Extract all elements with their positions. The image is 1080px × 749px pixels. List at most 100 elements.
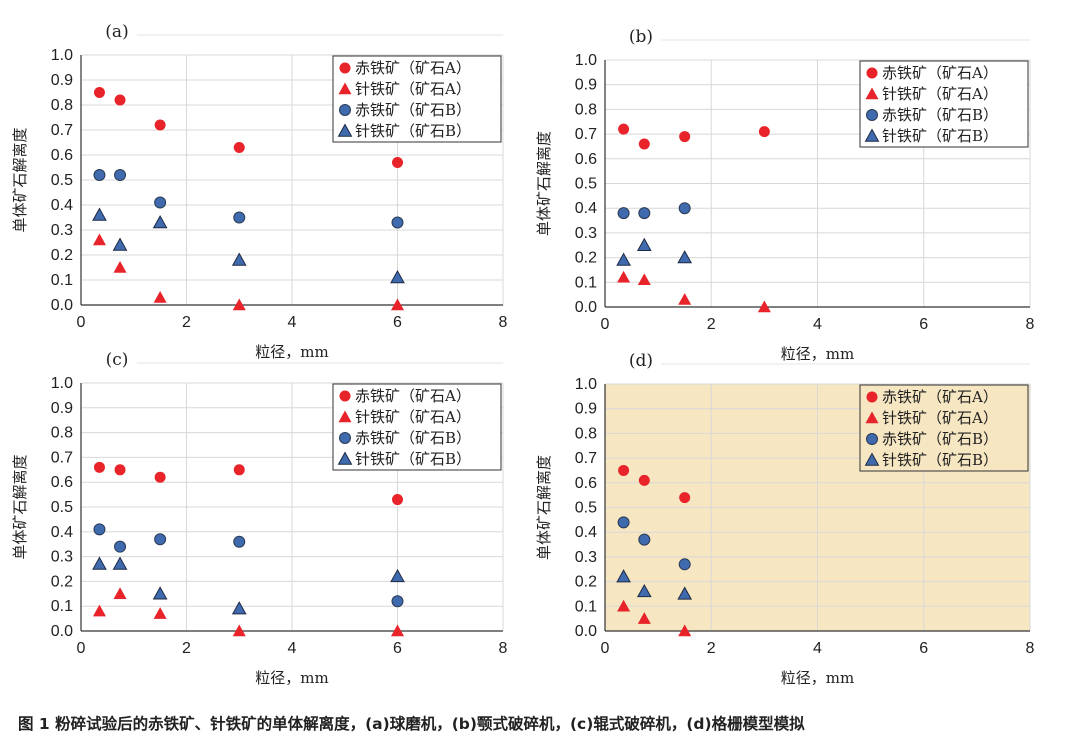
- data-point: [92, 233, 106, 246]
- y-tick-label: 0.2: [51, 247, 73, 264]
- y-tick-label: 0.6: [575, 475, 597, 492]
- y-tick-label: 0.4: [575, 200, 597, 217]
- x-tick-label: 4: [288, 314, 297, 331]
- data-point: [391, 624, 404, 637]
- y-tick-label: 0.1: [51, 598, 73, 615]
- data-point: [112, 556, 128, 570]
- panel-title: (a): [105, 22, 128, 42]
- legend-marker: [864, 452, 880, 466]
- y-tick-label: 0.7: [51, 122, 73, 139]
- x-tick-label: 4: [288, 640, 297, 657]
- data-point: [679, 492, 691, 504]
- legend-box: [332, 55, 502, 143]
- data-point: [154, 471, 166, 483]
- x-tick-label: 0: [601, 316, 610, 333]
- x-tick-label: 2: [182, 314, 191, 331]
- legend-box: [859, 384, 1029, 472]
- legend-label: 赤铁矿（矿石B）: [882, 430, 998, 448]
- legend-marker: [865, 411, 879, 424]
- y-tick-label: 0.4: [575, 524, 597, 541]
- y-axis-label: 单体矿石解离度: [535, 455, 553, 560]
- x-tick-label: 0: [77, 314, 86, 331]
- y-tick-label: 0.4: [51, 197, 73, 214]
- panel-title: (b): [629, 27, 653, 47]
- data-point: [154, 119, 166, 131]
- data-point: [391, 298, 404, 311]
- y-tick-label: 0.8: [575, 101, 597, 118]
- figure-caption: 图 1 粉碎试验后的赤铁矿、针铁矿的单体解离度，(a)球磨机，(b)颚式破碎机，…: [18, 715, 805, 733]
- data-point: [154, 533, 167, 546]
- y-tick-label: 0.8: [51, 425, 73, 442]
- chart-panel-d: (d) 0.0 0.1 0.2 0.3 0.4 0.5 0.6 0.7 0.8 0.9 1.0 0 2 4 6…: [535, 351, 1035, 687]
- data-point: [233, 535, 246, 548]
- y-tick-label: 0.6: [575, 151, 597, 168]
- y-tick-label: 0.5: [575, 500, 597, 517]
- x-tick-label: 6: [919, 640, 928, 657]
- legend-marker: [865, 87, 879, 100]
- panel-title: (d): [629, 351, 653, 371]
- data-point: [390, 269, 405, 284]
- legend-label: 针铁矿（矿石A）: [355, 408, 471, 426]
- data-point: [113, 587, 127, 599]
- data-point: [114, 540, 127, 553]
- y-tick-label: 0.2: [51, 573, 73, 590]
- data-point: [233, 211, 246, 224]
- legend-label: 赤铁矿（矿石B）: [355, 429, 471, 447]
- legend-label: 针铁矿（矿石B）: [882, 127, 998, 145]
- x-tick-label: 6: [393, 640, 402, 657]
- legend-label: 赤铁矿（矿石A）: [882, 64, 998, 82]
- data-point: [679, 131, 691, 143]
- legend-marker: [864, 128, 880, 142]
- data-point: [152, 586, 168, 600]
- x-axis-label: 粒径，mm: [255, 669, 328, 687]
- y-tick-label: 0.0: [51, 297, 73, 314]
- data-point: [92, 604, 106, 617]
- legend-marker: [338, 410, 352, 423]
- y-tick-label: 0.0: [51, 623, 73, 640]
- data-point: [391, 595, 404, 608]
- data-point: [636, 583, 652, 598]
- legend-label: 赤铁矿（矿石A）: [355, 59, 471, 77]
- data-point: [233, 464, 245, 476]
- data-point: [392, 157, 403, 168]
- data-point: [153, 291, 167, 303]
- chart-panel-c: (c) 0.0 0.1 0.2 0.3 0.4 0.5 0.6 0.7 0.8 0.9 1.0 0 2 4 6…: [11, 350, 508, 687]
- legend-label: 针铁矿（矿石B）: [882, 451, 998, 469]
- y-tick-label: 0.1: [51, 272, 73, 289]
- legend-label: 赤铁矿（矿石A）: [355, 387, 471, 405]
- data-point: [677, 250, 693, 264]
- y-tick-label: 1.0: [51, 47, 73, 64]
- y-tick-label: 0.3: [51, 222, 73, 239]
- x-tick-label: 6: [393, 314, 402, 331]
- y-tick-label: 0.3: [575, 549, 597, 566]
- data-point: [152, 214, 168, 229]
- data-point: [153, 607, 167, 619]
- legend-marker: [866, 67, 878, 79]
- data-point: [390, 568, 405, 583]
- data-point: [231, 252, 247, 266]
- data-point: [112, 237, 128, 251]
- data-point: [93, 169, 106, 181]
- data-point: [231, 601, 247, 615]
- y-tick-label: 0.9: [51, 400, 73, 417]
- legend-marker: [339, 104, 351, 116]
- y-tick-label: 0.1: [575, 274, 597, 291]
- legend-label: 赤铁矿（矿石A）: [882, 388, 998, 406]
- y-tick-label: 1.0: [575, 52, 597, 69]
- y-tick-label: 0.5: [51, 172, 73, 189]
- y-tick-label: 1.0: [575, 376, 597, 393]
- y-tick-label: 0.7: [575, 126, 597, 143]
- data-point: [618, 123, 630, 135]
- legend-marker: [866, 391, 878, 403]
- data-point: [233, 142, 245, 153]
- legend-marker: [337, 451, 353, 465]
- y-tick-label: 0.2: [575, 574, 597, 591]
- y-tick-label: 0.9: [575, 77, 597, 94]
- data-point: [616, 569, 631, 583]
- x-tick-label: 2: [182, 640, 191, 657]
- data-point: [92, 556, 107, 570]
- y-tick-label: 0.5: [51, 499, 73, 516]
- y-tick-label: 1.0: [51, 375, 73, 392]
- x-tick-label: 0: [77, 640, 86, 657]
